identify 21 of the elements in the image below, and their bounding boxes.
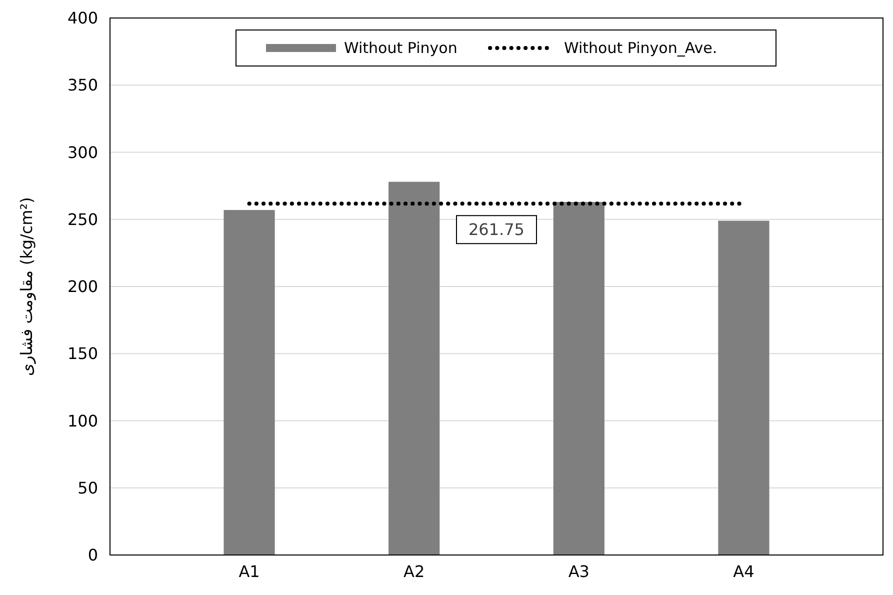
y-tick-label: 200 bbox=[67, 277, 98, 296]
bar bbox=[224, 210, 275, 555]
bar bbox=[388, 182, 440, 555]
x-tick-label: A4 bbox=[733, 562, 754, 581]
y-tick-label: 100 bbox=[67, 411, 98, 430]
x-tick-label: A2 bbox=[404, 562, 425, 581]
y-axis-title: مقاومت فشاری (kg/cm²) bbox=[17, 197, 36, 376]
y-tick-label: 250 bbox=[67, 210, 98, 229]
legend-label: Without Pinyon_Ave. bbox=[564, 39, 718, 57]
bar bbox=[553, 202, 604, 555]
x-tick-label: A3 bbox=[568, 562, 590, 581]
y-tick-label: 300 bbox=[67, 142, 98, 162]
y-tick-label: 0 bbox=[88, 546, 98, 565]
annotation: 261.75 bbox=[468, 220, 524, 240]
y-tick-label: 50 bbox=[78, 478, 98, 498]
legend-label: Without Pinyon bbox=[344, 39, 458, 57]
y-tick-label: 150 bbox=[67, 344, 98, 364]
x-tick-label: A1 bbox=[238, 562, 260, 581]
y-tick-label: 400 bbox=[67, 8, 98, 28]
bar bbox=[718, 220, 770, 555]
y-tick-label: 350 bbox=[67, 76, 98, 95]
